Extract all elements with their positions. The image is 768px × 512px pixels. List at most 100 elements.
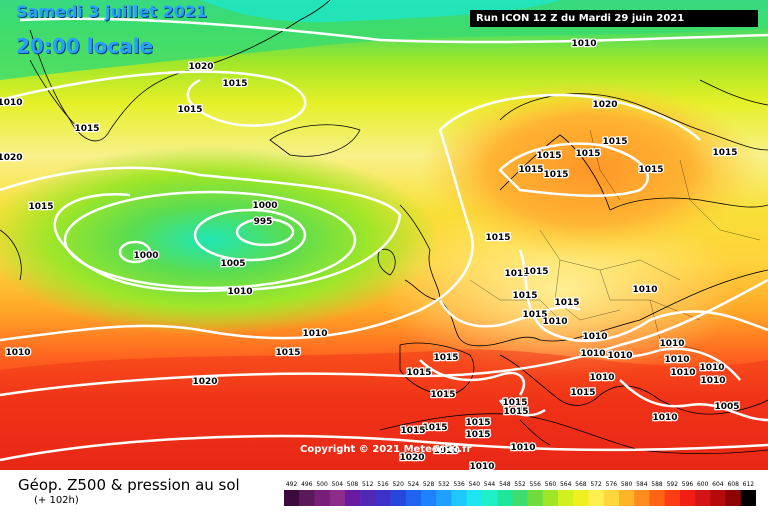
scale-swatch bbox=[436, 490, 452, 506]
isobar-label: 1015 bbox=[222, 79, 247, 89]
scale-tick-label: 572 bbox=[590, 481, 602, 488]
scale-swatch bbox=[527, 490, 544, 506]
isobar-label: 1015 bbox=[485, 233, 510, 243]
isobar-label: 1015 bbox=[465, 430, 490, 440]
isobar-label: 1015 bbox=[504, 269, 529, 279]
scale-tick-label: 536 bbox=[453, 481, 465, 488]
scale-tick-label: 524 bbox=[408, 481, 420, 488]
isobar-label: 1015 bbox=[502, 398, 527, 408]
isobar-label: 1010 bbox=[227, 287, 252, 297]
isobar-label: 1010 bbox=[670, 368, 695, 378]
isobar-label: 1020 bbox=[399, 453, 424, 463]
isobar-label: 1015 bbox=[406, 368, 431, 378]
scale-swatch bbox=[649, 490, 665, 506]
scale-tick-label: 552 bbox=[514, 481, 526, 488]
isobar-label: 1000 bbox=[133, 251, 158, 261]
isobar-label: 1010 bbox=[582, 332, 607, 342]
scale-tick-label: 528 bbox=[423, 481, 435, 488]
isobar-label: 1005 bbox=[220, 259, 245, 269]
scale-tick-label: 492 bbox=[286, 481, 298, 488]
scale-swatch bbox=[466, 490, 483, 506]
isobar-label: 1015 bbox=[433, 353, 458, 363]
scale-swatch bbox=[405, 490, 422, 506]
scale-swatch bbox=[284, 490, 300, 506]
scale-tick-label: 544 bbox=[484, 481, 496, 488]
isobar-label: 1010 bbox=[700, 376, 725, 386]
isobar-label: 1015 bbox=[177, 105, 202, 115]
isobar-label: 1010 bbox=[433, 446, 458, 456]
scale-tick-label: 584 bbox=[636, 481, 648, 488]
isobar-label: 1010 bbox=[571, 39, 596, 49]
isobar-label: 1010 bbox=[542, 317, 567, 327]
scale-swatch bbox=[664, 490, 681, 506]
isobar-label: 1010 bbox=[652, 413, 677, 423]
scale-swatch bbox=[573, 490, 589, 506]
isobar-label: 1010 bbox=[5, 348, 30, 358]
scale-swatch bbox=[344, 490, 361, 506]
scale-tick-label: 588 bbox=[651, 481, 663, 488]
isobar-label: 1015 bbox=[570, 388, 595, 398]
isobar-label: 1015 bbox=[422, 423, 447, 433]
isobar-label: 1005 bbox=[714, 402, 739, 412]
scale-swatch bbox=[329, 490, 346, 506]
isobar-label: 1015 bbox=[275, 348, 300, 358]
scale-tick-label: 520 bbox=[392, 481, 404, 488]
scale-swatch bbox=[603, 490, 620, 506]
isobar-label: 1015 bbox=[522, 310, 547, 320]
scale-swatch bbox=[542, 490, 559, 506]
scale-tick-label: 540 bbox=[469, 481, 481, 488]
isobar-label: 1010 bbox=[589, 373, 614, 383]
coastlines bbox=[0, 0, 768, 455]
scale-swatch bbox=[710, 490, 726, 506]
isobar-label: 1015 bbox=[518, 165, 543, 175]
model-run-label: Run ICON 12 Z du Mardi 29 juin 2021 bbox=[470, 10, 758, 27]
forecast-time: 20:00 locale bbox=[16, 34, 153, 58]
isobar-label: 1015 bbox=[712, 148, 737, 158]
weather-map: 1010102010151015101010151015100010009951… bbox=[0, 0, 768, 470]
isobar-label: 1010 bbox=[699, 363, 724, 373]
scale-swatch bbox=[360, 490, 376, 506]
isobar-label: 995 bbox=[254, 217, 273, 227]
isobar-label: 1015 bbox=[465, 418, 490, 428]
isobar-label: 1010 bbox=[469, 462, 494, 470]
scale-swatch bbox=[390, 490, 407, 506]
scale-swatch bbox=[679, 490, 696, 506]
forecast-hour: (+ 102h) bbox=[34, 495, 79, 506]
isobar-label: 1010 bbox=[659, 339, 684, 349]
isobar-label: 1015 bbox=[512, 291, 537, 301]
scale-tick-label: 556 bbox=[529, 481, 541, 488]
scale-tick-label: 504 bbox=[332, 481, 344, 488]
scale-swatch bbox=[558, 490, 574, 506]
isobar-label: 1015 bbox=[554, 298, 579, 308]
isobar-label: 1010 bbox=[607, 351, 632, 361]
isobar-label: 1015 bbox=[575, 149, 600, 159]
isobar-label: 1015 bbox=[602, 137, 627, 147]
scale-swatch bbox=[695, 490, 711, 506]
isobar-label: 1010 bbox=[510, 443, 535, 453]
isobar-label: 1010 bbox=[632, 285, 657, 295]
isobar-label: 1020 bbox=[192, 377, 217, 387]
scale-swatch bbox=[512, 490, 528, 506]
isobar-labels: 1010102010151015101010151015100010009951… bbox=[0, 38, 741, 470]
isobar-label: 1010 bbox=[0, 98, 23, 108]
scale-tick-label: 608 bbox=[727, 481, 739, 488]
scale-tick-label: 604 bbox=[712, 481, 724, 488]
scale-swatch bbox=[619, 490, 635, 506]
scale-swatch bbox=[588, 490, 604, 506]
copyright-notice: Copyright © 2021 Meteociel.fr bbox=[300, 444, 472, 455]
isobar-label: 1020 bbox=[188, 62, 213, 72]
scale-tick-label: 564 bbox=[560, 481, 572, 488]
isobar-label: 1015 bbox=[400, 426, 425, 436]
scale-swatch bbox=[299, 490, 315, 506]
isobar-label: 1015 bbox=[503, 407, 528, 417]
isobar-label: 1015 bbox=[523, 267, 548, 277]
scale-swatch bbox=[375, 490, 391, 506]
high-pressure-zone bbox=[420, 80, 760, 260]
map-title: Géop. Z500 & pression au sol bbox=[18, 476, 240, 494]
scale-tick-label: 500 bbox=[316, 481, 328, 488]
scale-tick-label: 548 bbox=[499, 481, 511, 488]
scale-tick-label: 512 bbox=[362, 481, 374, 488]
isobar-label: 1010 bbox=[664, 355, 689, 365]
isobar-label: 1015 bbox=[28, 202, 53, 212]
